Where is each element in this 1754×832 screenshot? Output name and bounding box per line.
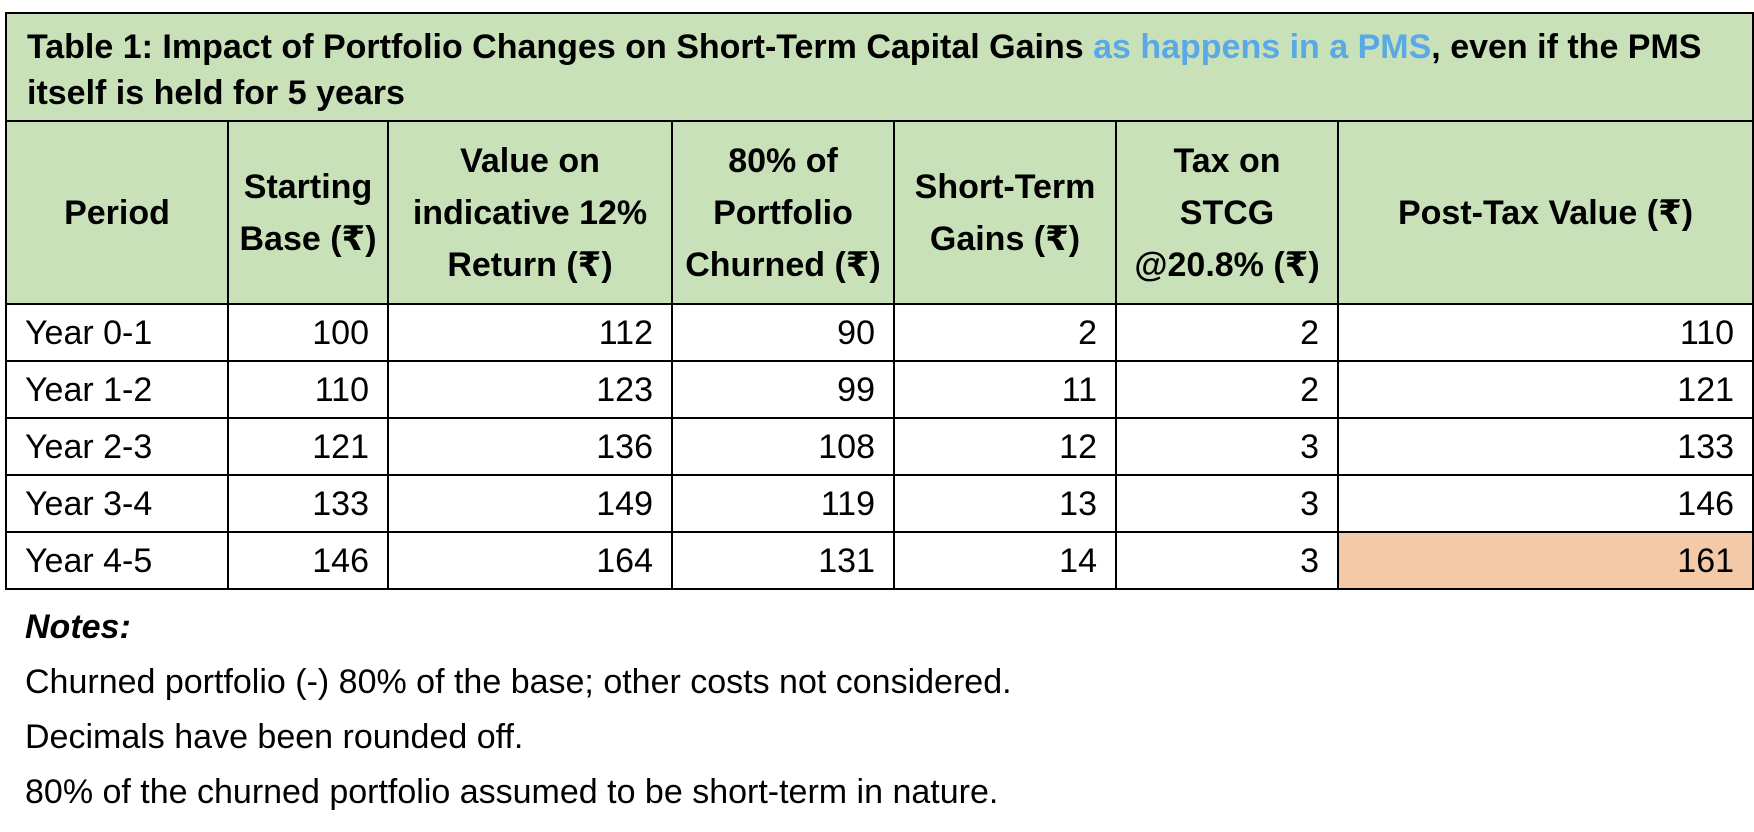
header-starting-base: Starting Base (₹): [227, 120, 389, 305]
table-row: Year 1-2 110 123 99 11 2 121: [5, 360, 1754, 419]
cell-starting-base: 100: [227, 303, 389, 362]
notes-section: Notes: Churned portfolio (-) 80% of the …: [25, 600, 1725, 820]
cell-period: Year 0-1: [5, 303, 229, 362]
table-title-part2: , even if the PMS itself is held for 5 y…: [27, 27, 1702, 112]
cell-churned: 119: [671, 474, 895, 533]
cell-value-12: 164: [387, 531, 673, 590]
header-value-12: Value on indicative 12% Return (₹): [387, 120, 673, 305]
cell-st-gains: 13: [893, 474, 1117, 533]
table-title-part1: Table 1: Impact of Portfolio Changes on …: [27, 27, 1094, 66]
cell-tax: 3: [1115, 474, 1339, 533]
header-post-tax: Post-Tax Value (₹): [1336, 120, 1754, 305]
note-item: Decimals have been rounded off.: [25, 718, 524, 756]
cell-starting-base: 121: [227, 417, 389, 476]
cell-period: Year 4-5: [5, 531, 229, 590]
table-row: Year 0-1 100 112 90 2 2 110: [5, 303, 1754, 362]
table-title: Table 1: Impact of Portfolio Changes on …: [4, 12, 1754, 122]
table-title-highlight: as happens in a PMS: [1093, 27, 1432, 66]
header-period: Period: [5, 120, 229, 305]
capital-gains-table: Table 1: Impact of Portfolio Changes on …: [4, 12, 1754, 590]
cell-post-tax: 121: [1336, 360, 1754, 419]
cell-st-gains: 14: [893, 531, 1117, 590]
cell-churned: 131: [671, 531, 895, 590]
table-row: Year 3-4 133 149 119 13 3 146: [5, 474, 1754, 533]
cell-tax: 3: [1115, 417, 1339, 476]
cell-churned: 108: [671, 417, 895, 476]
table-row: Year 2-3 121 136 108 12 3 133: [5, 417, 1754, 476]
cell-starting-base: 110: [227, 360, 389, 419]
table-row: Year 4-5 146 164 131 14 3 161: [5, 531, 1754, 590]
cell-starting-base: 133: [227, 474, 389, 533]
cell-tax: 3: [1115, 531, 1339, 590]
cell-post-tax: 110: [1336, 303, 1754, 362]
header-tax: Tax on STCG @20.8% (₹): [1115, 120, 1339, 305]
notes-title: Notes:: [25, 608, 131, 646]
cell-st-gains: 12: [893, 417, 1117, 476]
cell-tax: 2: [1115, 303, 1339, 362]
note-item: 80% of the churned portfolio assumed to …: [25, 773, 999, 811]
cell-st-gains: 11: [893, 360, 1117, 419]
cell-value-12: 149: [387, 474, 673, 533]
cell-period: Year 1-2: [5, 360, 229, 419]
cell-value-12: 112: [387, 303, 673, 362]
cell-value-12: 123: [387, 360, 673, 419]
cell-starting-base: 146: [227, 531, 389, 590]
cell-value-12: 136: [387, 417, 673, 476]
cell-post-tax-final: 161: [1336, 531, 1754, 590]
cell-tax: 2: [1115, 360, 1339, 419]
cell-post-tax: 133: [1336, 417, 1754, 476]
cell-churned: 90: [671, 303, 895, 362]
header-churned: 80% of Portfolio Churned (₹): [671, 120, 895, 305]
cell-st-gains: 2: [893, 303, 1117, 362]
header-row: Period Starting Base (₹) Value on indica…: [5, 120, 1754, 305]
cell-period: Year 3-4: [5, 474, 229, 533]
cell-period: Year 2-3: [5, 417, 229, 476]
note-item: Churned portfolio (-) 80% of the base; o…: [25, 663, 1012, 701]
cell-churned: 99: [671, 360, 895, 419]
cell-post-tax: 146: [1336, 474, 1754, 533]
header-st-gains: Short-Term Gains (₹): [893, 120, 1117, 305]
